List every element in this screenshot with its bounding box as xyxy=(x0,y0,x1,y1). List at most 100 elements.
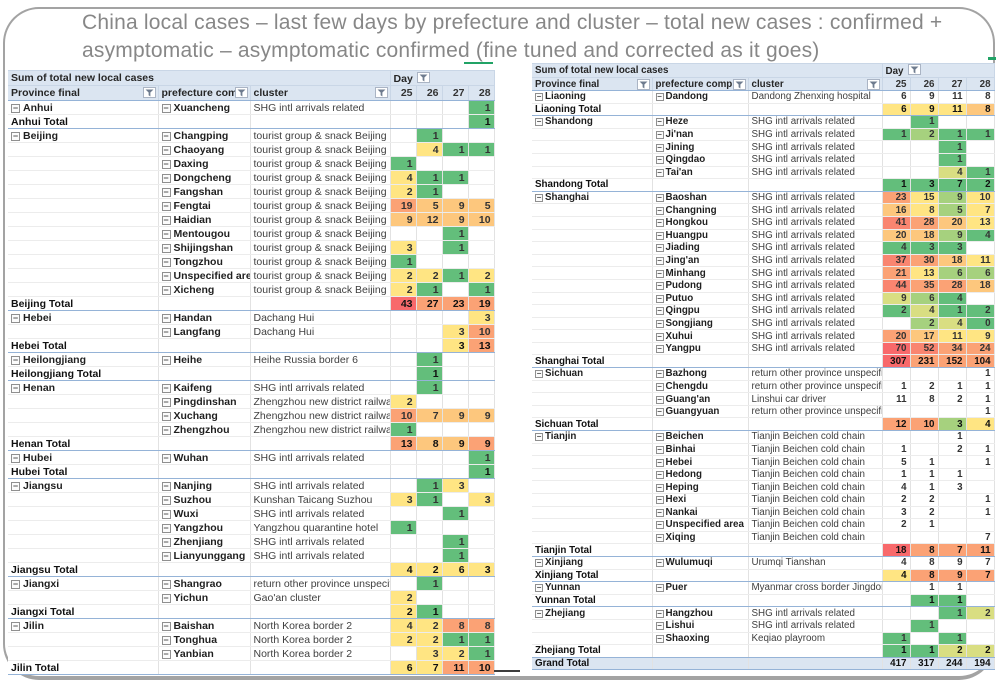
collapse-icon[interactable]: − xyxy=(655,495,664,505)
collapse-icon[interactable]: − xyxy=(161,130,171,141)
collapse-icon[interactable]: − xyxy=(161,256,171,267)
collapse-icon[interactable]: − xyxy=(655,218,664,228)
collapse-icon[interactable]: − xyxy=(161,326,171,337)
collapse-icon[interactable]: − xyxy=(655,520,664,530)
value-cell xyxy=(442,282,469,297)
filter-icon[interactable] xyxy=(416,71,430,83)
collapse-icon[interactable]: − xyxy=(655,92,664,102)
collapse-icon[interactable]: − xyxy=(161,186,171,197)
collapse-icon[interactable]: − xyxy=(161,270,171,281)
collapse-icon[interactable]: − xyxy=(11,354,20,365)
collapse-icon[interactable]: − xyxy=(161,536,171,547)
collapse-icon[interactable]: − xyxy=(161,592,171,603)
collapse-icon[interactable]: − xyxy=(655,306,664,316)
collapse-icon[interactable]: − xyxy=(161,214,171,225)
collapse-icon[interactable]: − xyxy=(655,457,664,467)
collapse-icon[interactable]: − xyxy=(535,193,543,203)
collapse-icon[interactable]: − xyxy=(655,230,664,240)
collapse-icon[interactable]: − xyxy=(161,452,171,463)
collapse-icon[interactable]: − xyxy=(161,158,171,169)
collapse-icon[interactable]: − xyxy=(535,117,543,127)
collapse-icon[interactable]: − xyxy=(655,243,664,253)
collapse-icon[interactable]: − xyxy=(161,312,171,323)
collapse-icon[interactable]: − xyxy=(11,130,20,141)
province-cell: Anhui Total xyxy=(8,114,159,129)
collapse-icon[interactable]: − xyxy=(11,102,20,113)
collapse-icon[interactable]: − xyxy=(161,410,171,421)
collapse-icon[interactable]: − xyxy=(161,284,171,295)
table-row: − Xicheng tourist group & snack Beijing 2 1 1 xyxy=(8,282,495,297)
value-cell: 19 xyxy=(390,198,417,213)
filter-icon[interactable] xyxy=(234,87,248,98)
collapse-icon[interactable]: − xyxy=(161,396,171,407)
collapse-icon[interactable]: − xyxy=(161,648,171,659)
collapse-icon[interactable]: − xyxy=(655,130,664,140)
collapse-icon[interactable]: − xyxy=(161,508,171,519)
collapse-icon[interactable]: − xyxy=(535,92,543,102)
collapse-icon[interactable]: − xyxy=(161,144,171,155)
collapse-icon[interactable]: − xyxy=(655,193,664,203)
collapse-icon[interactable]: − xyxy=(655,256,664,266)
collapse-icon[interactable]: − xyxy=(161,620,171,631)
collapse-icon[interactable]: − xyxy=(655,205,664,215)
collapse-icon[interactable]: − xyxy=(655,381,664,391)
collapse-icon[interactable]: − xyxy=(655,444,664,454)
collapse-icon[interactable]: − xyxy=(161,354,171,365)
collapse-icon[interactable]: − xyxy=(11,382,20,393)
collapse-icon[interactable]: − xyxy=(655,470,664,480)
collapse-icon[interactable]: − xyxy=(161,494,171,505)
collapse-icon[interactable]: − xyxy=(161,228,171,239)
collapse-icon[interactable]: − xyxy=(161,172,171,183)
collapse-icon[interactable]: − xyxy=(655,394,664,404)
filter-icon[interactable] xyxy=(732,79,746,90)
cluster-cell-label: SHG intl arrivals related xyxy=(751,317,855,329)
collapse-icon[interactable]: − xyxy=(655,432,664,442)
collapse-icon[interactable]: − xyxy=(655,318,664,328)
collapse-icon[interactable]: − xyxy=(655,117,664,127)
collapse-icon[interactable]: − xyxy=(655,331,664,341)
collapse-icon[interactable]: − xyxy=(655,608,664,618)
collapse-icon[interactable]: − xyxy=(535,558,543,568)
collapse-icon[interactable]: − xyxy=(535,583,543,593)
collapse-icon[interactable]: − xyxy=(161,480,171,491)
collapse-icon[interactable]: − xyxy=(161,242,171,253)
collapse-icon[interactable]: − xyxy=(655,583,664,593)
collapse-icon[interactable]: − xyxy=(161,102,171,113)
collapse-icon[interactable]: − xyxy=(11,578,20,589)
collapse-icon[interactable]: − xyxy=(655,142,664,152)
collapse-icon[interactable]: − xyxy=(655,344,664,354)
collapse-icon[interactable]: − xyxy=(655,633,664,643)
filter-icon[interactable] xyxy=(142,87,156,98)
collapse-icon[interactable]: − xyxy=(535,369,543,379)
collapse-icon[interactable]: − xyxy=(11,620,20,631)
collapse-icon[interactable]: − xyxy=(161,634,171,645)
collapse-icon[interactable]: − xyxy=(11,312,20,323)
collapse-icon[interactable]: − xyxy=(161,382,171,393)
collapse-icon[interactable]: − xyxy=(655,407,664,417)
collapse-icon[interactable]: − xyxy=(655,621,664,631)
collapse-icon[interactable]: − xyxy=(655,558,664,568)
collapse-icon[interactable]: − xyxy=(655,281,664,291)
filter-icon[interactable] xyxy=(907,64,921,75)
collapse-icon[interactable]: − xyxy=(11,452,20,463)
cluster-cell: SHG intl arrivals related xyxy=(748,304,883,318)
collapse-icon[interactable]: − xyxy=(655,369,664,379)
collapse-icon[interactable]: − xyxy=(655,482,664,492)
filter-icon[interactable] xyxy=(374,87,388,98)
filter-icon[interactable] xyxy=(636,79,650,90)
collapse-icon[interactable]: − xyxy=(655,155,664,165)
collapse-icon[interactable]: − xyxy=(11,480,20,491)
collapse-icon[interactable]: − xyxy=(161,522,171,533)
filter-icon[interactable] xyxy=(866,79,880,90)
collapse-icon[interactable]: − xyxy=(535,608,543,618)
collapse-icon[interactable]: − xyxy=(161,578,171,589)
collapse-icon[interactable]: − xyxy=(655,268,664,278)
collapse-icon[interactable]: − xyxy=(655,507,664,517)
collapse-icon[interactable]: − xyxy=(655,533,664,543)
collapse-icon[interactable]: − xyxy=(161,550,171,561)
collapse-icon[interactable]: − xyxy=(655,293,664,303)
collapse-icon[interactable]: − xyxy=(161,424,171,435)
collapse-icon[interactable]: − xyxy=(161,200,171,211)
collapse-icon[interactable]: − xyxy=(655,167,664,177)
collapse-icon[interactable]: − xyxy=(535,432,543,442)
